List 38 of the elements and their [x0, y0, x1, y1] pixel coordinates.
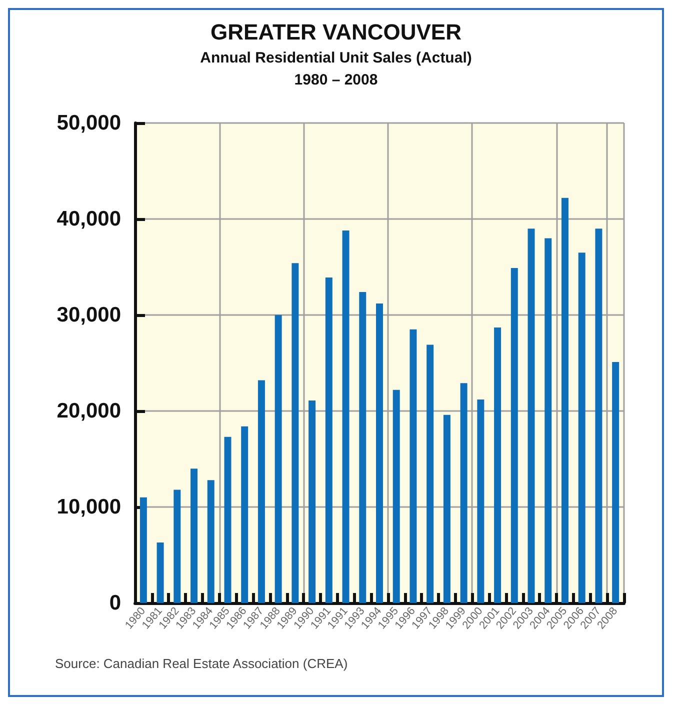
bar — [561, 198, 568, 603]
bar — [325, 278, 332, 603]
bar — [156, 542, 164, 603]
y-tick-label: 40,000 — [56, 208, 121, 230]
bar — [190, 468, 198, 603]
bar — [292, 263, 299, 603]
bar — [426, 344, 434, 603]
chart-title: GREATER VANCOUVER — [210, 20, 462, 44]
bar — [140, 497, 147, 603]
y-tick-label: 20,000 — [56, 400, 121, 422]
bar — [174, 490, 181, 603]
bar — [494, 327, 502, 603]
bar — [410, 329, 417, 603]
bar — [544, 238, 552, 603]
bar — [477, 399, 484, 603]
y-tick-label: 30,000 — [56, 304, 121, 326]
source-note: Source: Canadian Real Estate Association (CREA) — [55, 656, 348, 671]
bar — [258, 380, 265, 603]
y-tick-label: 0 — [109, 592, 121, 614]
bar — [392, 390, 400, 603]
y-tick-label: 50,000 — [56, 112, 121, 134]
bar — [274, 315, 282, 603]
bar — [510, 268, 518, 603]
bar — [224, 436, 232, 603]
bar — [443, 414, 450, 603]
bar — [612, 362, 620, 603]
bar — [342, 230, 350, 603]
bar — [359, 292, 366, 603]
bar — [308, 400, 316, 603]
bar — [578, 252, 586, 603]
y-tick-label: 10,000 — [56, 496, 121, 518]
bar — [528, 228, 535, 603]
bar — [376, 303, 383, 603]
bar — [595, 228, 602, 603]
bar — [241, 426, 248, 603]
bar — [460, 383, 468, 603]
chart-subtitle: Annual Residential Unit Sales (Actual) 1980 – 2008 — [200, 50, 472, 88]
bar — [207, 480, 214, 603]
